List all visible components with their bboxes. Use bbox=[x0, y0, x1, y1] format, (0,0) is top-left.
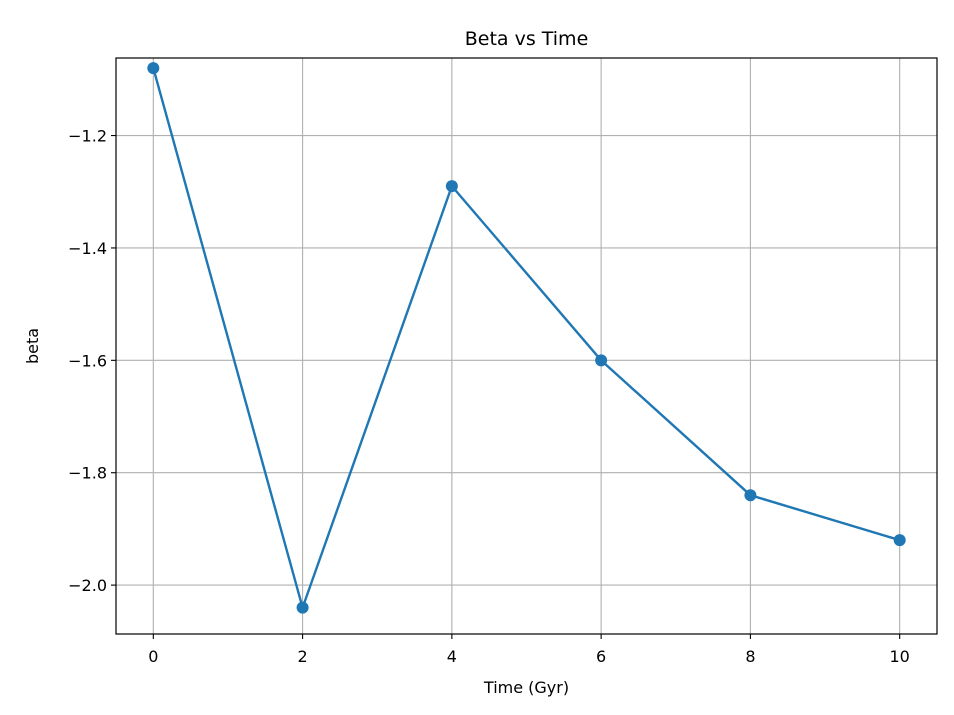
data-point bbox=[147, 62, 160, 75]
x-axis-title: Time (Gyr) bbox=[483, 678, 569, 697]
data-point bbox=[296, 601, 309, 614]
y-tick-label: −2.0 bbox=[68, 576, 107, 595]
series-line bbox=[152, 67, 901, 609]
x-axis: 0 2 4 6 8 10 bbox=[148, 634, 910, 666]
x-tick-label: 2 bbox=[297, 647, 307, 666]
chart-title: Beta vs Time bbox=[465, 28, 589, 50]
data-point bbox=[595, 354, 608, 367]
x-tick-label: 4 bbox=[447, 647, 457, 666]
data-point bbox=[445, 180, 458, 193]
y-tick-label: −1.4 bbox=[68, 239, 107, 258]
x-tick-label: 10 bbox=[890, 647, 910, 666]
grid bbox=[116, 58, 937, 634]
data-point bbox=[744, 489, 757, 502]
data-point bbox=[893, 534, 906, 547]
plot-frame bbox=[115, 57, 938, 635]
x-tick-label: 0 bbox=[148, 647, 158, 666]
y-tick-label: −1.2 bbox=[68, 127, 107, 146]
x-tick-label: 8 bbox=[745, 647, 755, 666]
y-axis: −2.0 −1.8 −1.6 −1.4 −1.2 bbox=[68, 127, 116, 595]
y-tick-label: −1.6 bbox=[68, 351, 107, 370]
series-layer bbox=[147, 62, 906, 614]
y-axis-title: beta bbox=[23, 328, 42, 364]
y-tick-label: −1.8 bbox=[68, 464, 107, 483]
x-tick-label: 6 bbox=[596, 647, 606, 666]
